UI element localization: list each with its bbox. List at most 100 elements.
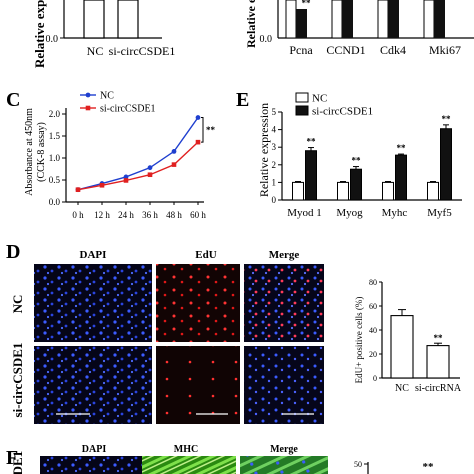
micrograph-edu-nc [156,264,240,342]
panel-d-col-header: Merge [269,249,300,261]
panel-f-col-header: DAPI [82,444,107,455]
panel-c-xtick-label: 36 h [142,210,158,220]
panel-b-sig: ** [302,0,312,8]
panel-e-bar [305,150,317,201]
panel-e-xtick-label: Myf5 [427,207,452,219]
panel-f-col-header: MHC [174,444,198,455]
panel-d-bar [426,345,450,379]
micrograph-merge-nc [244,264,324,342]
panel-e-bar [350,168,362,201]
panel-e-bar [337,181,349,201]
panel-b-xtick: Mki67 [429,43,461,57]
panel-b-xtick: Pcna [289,43,313,57]
panel-c-sig-label: ** [206,125,216,135]
panel-e-bar [427,181,439,201]
panel-c-sig-bracket [201,117,204,143]
panel-c-ylabel: Absorbance at 450nm [24,108,35,196]
panel-c-data-point [171,149,177,154]
panel-c-ytick-label: 0.5 [49,175,61,185]
panel-a: Relative expression 0.0 NC si-circCSDE1 [32,0,175,68]
panel-d-xtick-label: NC [395,383,409,394]
panel-e-ytick-label: 0 [272,195,277,205]
panel-d-ytick-label: 80 [369,278,377,287]
panel-label-f: F [6,447,18,469]
panel-b-xtick: Cdk4 [380,43,406,57]
panel-a-xtick-nc: NC [87,44,104,58]
panel-c-legend-label: NC [100,91,114,102]
panel-a-ytick: 0.0 [46,34,59,45]
panel-d-ylabel: EdU+ positive cells (%) [354,297,364,384]
panel-e-sig-label: ** [307,137,317,147]
panel-f-sig: ** [423,461,435,473]
panel-c-xtick-label: 24 h [118,210,134,220]
panel-b-ytick: 0.0 [260,34,273,45]
panel-c-data-point [99,182,105,188]
panel-c-ytick-label: 1.5 [49,131,61,141]
micrograph-merge-si [244,346,324,424]
panel-e-xtick-label: Myog [336,207,363,219]
panel-d-ytick-label: 20 [369,350,377,359]
panel-b: Relative e 0.0 ** Pcna CCND1 Cdk4 Mki67 [244,0,474,57]
panel-c-legend-marker [85,105,91,111]
panel-d-bar-chart: EdU+ positive cells (%) 0 20 40 60 80 NC ** si-… [354,278,462,394]
panel-c-line-chart: Absorbance at 450nm (CCK-8 assay) 0.0 0.5… [24,91,216,221]
panel-e-legend-label: NC [312,93,327,105]
panel-e-xtick-label: Myod 1 [287,207,322,219]
micrograph-f-mhc [142,456,236,474]
panel-c-xtick-label: 0 h [72,210,84,220]
panel-a-bar-si [117,0,139,39]
panel-a-xtick-si: si-circCSDE1 [109,44,176,58]
panel-d-ytick-label: 0 [373,374,377,383]
panel-label-d: D [6,241,20,263]
panel-e-bar [440,128,452,201]
panel-e-ytick-label: 2 [272,160,277,170]
panel-d-ytick-label: 60 [369,302,377,311]
panel-d-ytick-label: 40 [369,326,377,335]
panel-e-bar [382,181,394,201]
panel-e-legend-label: si-circCSDE1 [312,106,373,118]
micrograph-dapi-si [34,346,152,424]
panel-e-ytick-label: 5 [272,107,277,117]
panel-d-col-header: DAPI [80,249,107,261]
panel-c-ylabel: (CCK-8 assay) [36,122,47,182]
panel-e-sig-label: ** [352,156,362,166]
panel-c-data-point [123,178,129,183]
panel-c-series-line [77,141,199,191]
panel-a-bar-nc [83,0,105,39]
panel-e-ytick-label: 3 [272,142,277,152]
micrograph-f-merge [240,456,328,474]
panel-c-ytick-label: 1.0 [49,153,61,163]
panel-f-images: DAPI MHC Merge CSDE1 50 ** [10,444,434,474]
panel-b-bar-pcna [296,9,307,38]
panel-b-xtick: CCND1 [326,43,365,57]
panel-e-legend-swatch [295,105,309,116]
panel-c-xtick-label: 48 h [166,210,182,220]
panel-label-c: C [6,89,20,111]
panel-c-data-point [195,115,201,120]
panel-f-ytick: 50 [354,460,362,469]
panel-c-ytick-label: 2.0 [49,109,61,119]
panel-c-legend-label: si-circCSDE1 [100,104,156,115]
panel-f-col-header: Merge [270,444,298,455]
panel-c-data-point [147,165,153,171]
panel-d-row-label: si-circCSDE1 [10,343,25,418]
panel-e-bar [292,181,304,201]
micrograph-dapi-nc [34,264,152,342]
panel-d-col-header: EdU [195,249,216,261]
panel-c-xtick-label: 60 h [190,210,206,220]
panel-d-xtick-label: si-circRNA [415,383,462,394]
panel-label-e: E [236,89,249,111]
panel-b-ylabel: Relative e [244,0,258,48]
panel-e-ytick-label: 1 [272,177,277,187]
panel-c-ytick-label: 0.0 [49,197,61,207]
panel-d-images: DAPI EdU Merge NC si-circCSDE1 [10,249,324,424]
panel-e-legend-swatch [295,92,309,103]
panel-c-legend-marker [85,92,91,98]
panel-a-ylabel: Relative expression [32,0,47,68]
panel-c-xtick-label: 12 h [94,210,110,220]
panel-d-sig-label: ** [434,333,444,343]
panel-e-sig-label: ** [442,114,452,124]
panel-e-ytick-label: 4 [272,125,277,135]
panel-c-data-point [75,187,81,192]
